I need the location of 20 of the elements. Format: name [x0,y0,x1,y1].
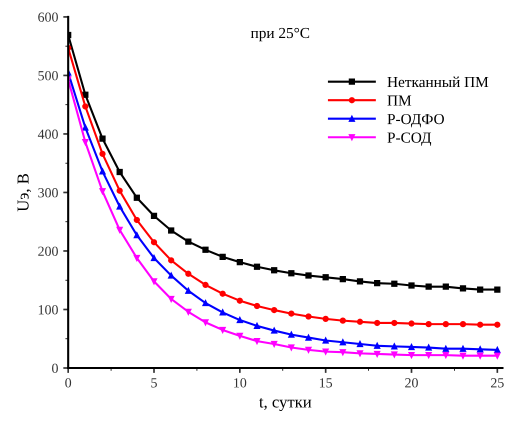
y-tick-label: 200 [38,246,58,256]
y-tick-label: 0 [52,364,58,373]
x-tick-label: 15 [320,378,332,388]
x-tick-label: 25 [490,378,504,388]
annotation: при 25°C [250,28,310,42]
legend-label: Р-ОДФО [387,114,444,128]
y-tick-label: 300 [38,188,58,198]
x-tick-label: 20 [405,378,418,388]
y-tick-label: 600 [38,12,58,22]
x-tick-label: 0 [65,378,72,388]
legend-label: Нетканный ПМ [387,76,488,88]
y-tick-label: 400 [38,130,58,139]
x-tick-label: 5 [151,378,157,388]
legend-label: ПМ [387,96,412,106]
y-tick-label: 500 [38,71,58,80]
y-axis-title: Uэ, В [18,174,32,212]
legend-label: Р-СОД [387,132,432,146]
x-axis-title: t, сутки [259,398,312,411]
y-tick-label: 100 [38,305,58,314]
x-tick-label: 10 [234,378,246,388]
